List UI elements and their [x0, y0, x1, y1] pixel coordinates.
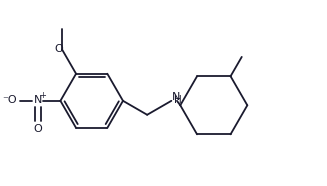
Text: ⁻O: ⁻O: [2, 95, 17, 105]
Text: N: N: [34, 95, 42, 105]
Text: O: O: [34, 124, 43, 134]
Text: N: N: [172, 92, 180, 102]
Text: H: H: [174, 95, 182, 105]
Text: O: O: [55, 44, 63, 54]
Text: +: +: [39, 91, 46, 100]
